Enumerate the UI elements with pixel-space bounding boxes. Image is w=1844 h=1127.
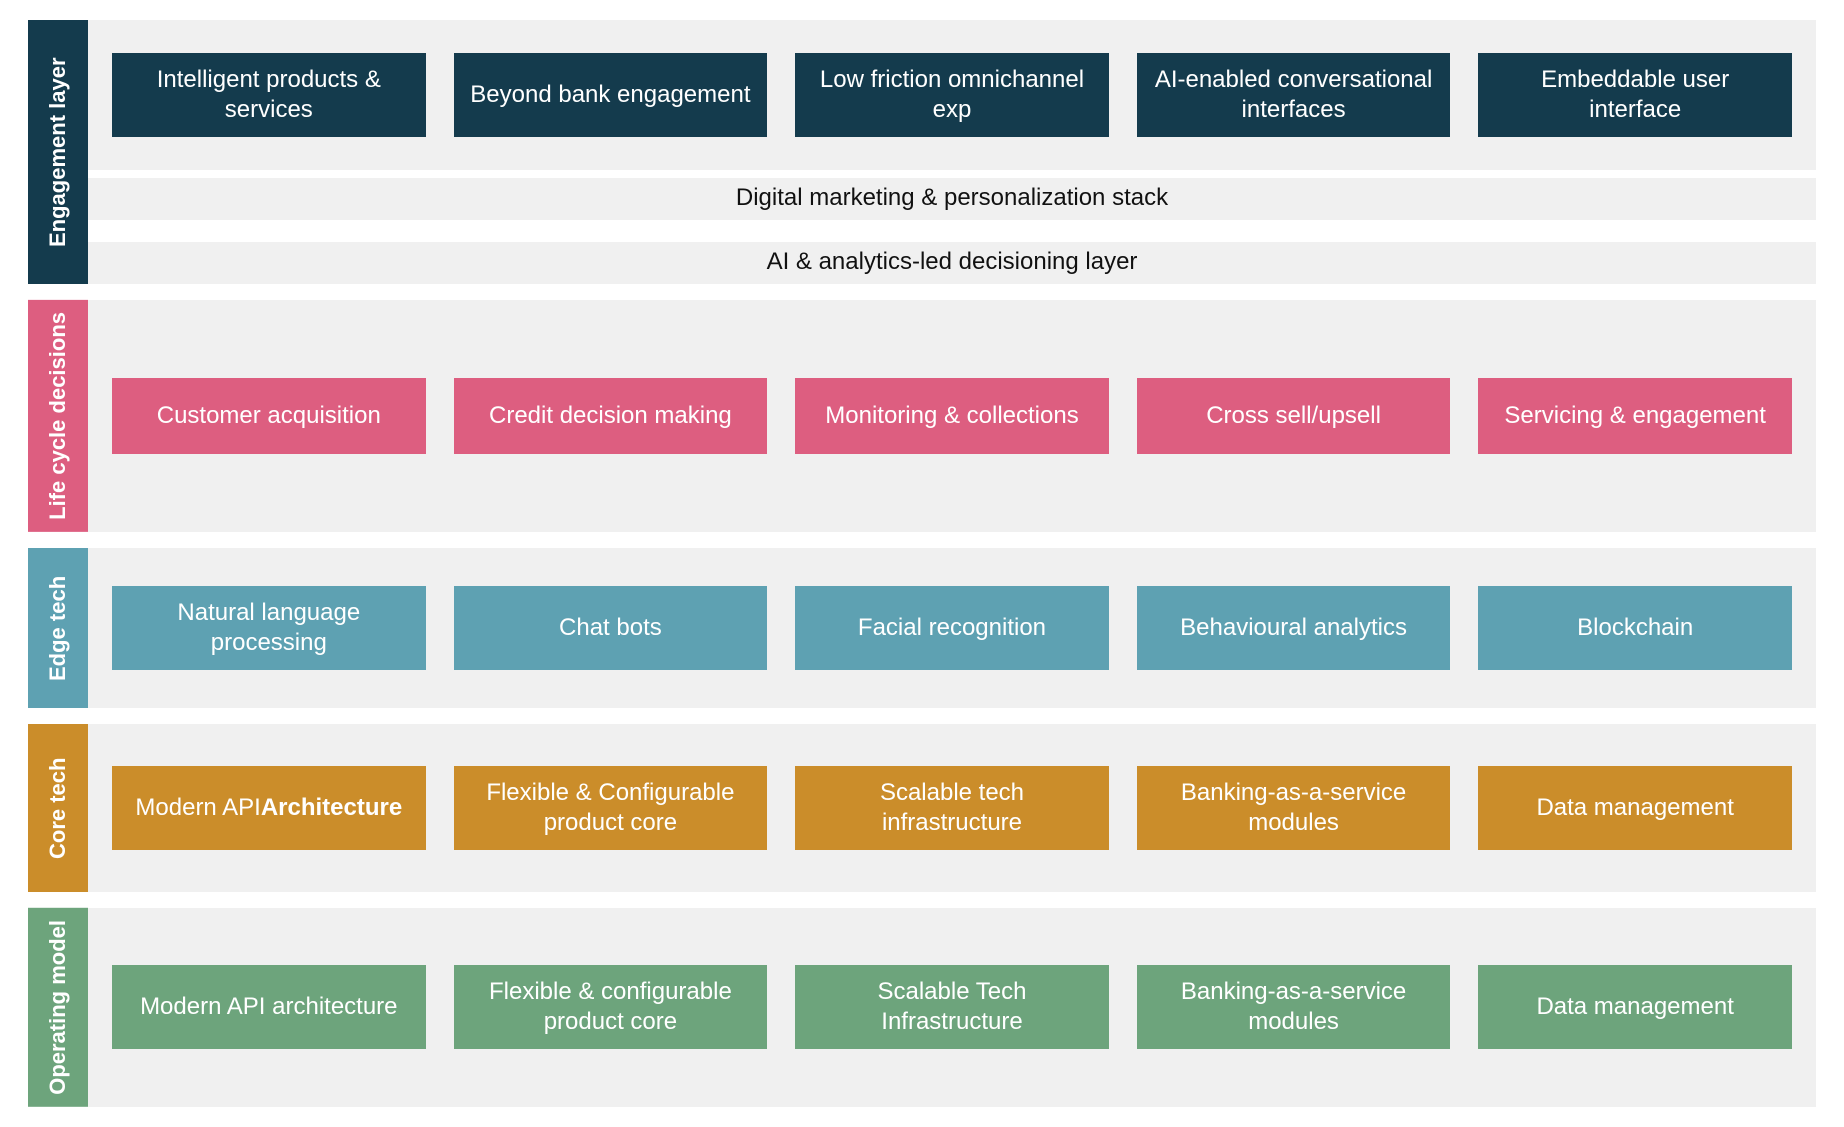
box-operating-1: Flexible & configurable product core xyxy=(454,965,768,1049)
tab-edge: Edge tech xyxy=(28,548,88,708)
box-row-edge: Natural language processing Chat bots Faci… xyxy=(112,586,1792,670)
layer-core: Core tech Modern API Architecture Flexibl… xyxy=(28,724,1816,892)
layer-operating: Operating model Modern API architecture F… xyxy=(28,908,1816,1107)
layer-engagement: Engagement layer Intelligent products & … xyxy=(28,20,1816,284)
box-operating-2: Scalable Tech Infrastructure xyxy=(795,965,1109,1049)
box-row-operating: Modern API architecture Flexible & config… xyxy=(112,965,1792,1049)
box-lifecycle-4: Servicing & engagement xyxy=(1478,378,1792,454)
box-lifecycle-0: Customer acquisition xyxy=(112,378,426,454)
box-lifecycle-3: Cross sell/upsell xyxy=(1137,378,1451,454)
box-core-2: Scalable tech infrastructure xyxy=(795,766,1109,850)
tab-engagement: Engagement layer xyxy=(28,20,88,284)
box-core-3: Banking-as-a-service modules xyxy=(1137,766,1451,850)
box-lifecycle-2: Monitoring & collections xyxy=(795,378,1109,454)
layer-body-engagement: Intelligent products & services Beyond ba… xyxy=(88,20,1816,284)
architecture-diagram: Engagement layer Intelligent products & … xyxy=(0,0,1844,1127)
layer-area-operating: Modern API architecture Flexible & config… xyxy=(88,908,1816,1107)
layer-body-edge: Natural language processing Chat bots Faci… xyxy=(88,548,1816,708)
box-operating-3: Banking-as-a-service modules xyxy=(1137,965,1451,1049)
layer-body-operating: Modern API architecture Flexible & config… xyxy=(88,908,1816,1107)
box-operating-0: Modern API architecture xyxy=(112,965,426,1049)
box-edge-4: Blockchain xyxy=(1478,586,1792,670)
box-engagement-2: Low friction omnichannel exp xyxy=(795,53,1109,137)
layer-area-lifecycle: Customer acquisition Credit decision maki… xyxy=(88,300,1816,532)
box-core-0: Modern API Architecture xyxy=(112,766,426,850)
sub-bar-decisioning: AI & analytics-led decisioning layer xyxy=(88,242,1816,284)
layer-edge: Edge tech Natural language processing Cha… xyxy=(28,548,1816,708)
layer-area-engagement: Intelligent products & services Beyond ba… xyxy=(88,20,1816,170)
box-operating-4: Data management xyxy=(1478,965,1792,1049)
box-engagement-1: Beyond bank engagement xyxy=(454,53,768,137)
layer-body-core: Modern API Architecture Flexible & Config… xyxy=(88,724,1816,892)
box-edge-0: Natural language processing xyxy=(112,586,426,670)
box-engagement-3: AI-enabled conversational interfaces xyxy=(1137,53,1451,137)
tab-core: Core tech xyxy=(28,724,88,892)
layer-body-lifecycle: Customer acquisition Credit decision maki… xyxy=(88,300,1816,532)
layer-area-core: Modern API Architecture Flexible & Config… xyxy=(88,724,1816,892)
box-edge-2: Facial recognition xyxy=(795,586,1109,670)
tab-operating: Operating model xyxy=(28,908,88,1107)
box-core-4: Data management xyxy=(1478,766,1792,850)
box-row-engagement: Intelligent products & services Beyond ba… xyxy=(112,53,1792,137)
box-engagement-0: Intelligent products & services xyxy=(112,53,426,137)
box-core-1: Flexible & Configurable product core xyxy=(454,766,768,850)
box-edge-3: Behavioural analytics xyxy=(1137,586,1451,670)
box-engagement-4: Embeddable user interface xyxy=(1478,53,1792,137)
box-edge-1: Chat bots xyxy=(454,586,768,670)
box-row-lifecycle: Customer acquisition Credit decision maki… xyxy=(112,378,1792,454)
layer-lifecycle: Life cycle decisions Customer acquisitio… xyxy=(28,300,1816,532)
tab-lifecycle: Life cycle decisions xyxy=(28,300,88,532)
layer-area-edge: Natural language processing Chat bots Faci… xyxy=(88,548,1816,708)
box-row-core: Modern API Architecture Flexible & Config… xyxy=(112,766,1792,850)
box-lifecycle-1: Credit decision making xyxy=(454,378,768,454)
sub-bar-marketing: Digital marketing & personalization stac… xyxy=(88,178,1816,220)
